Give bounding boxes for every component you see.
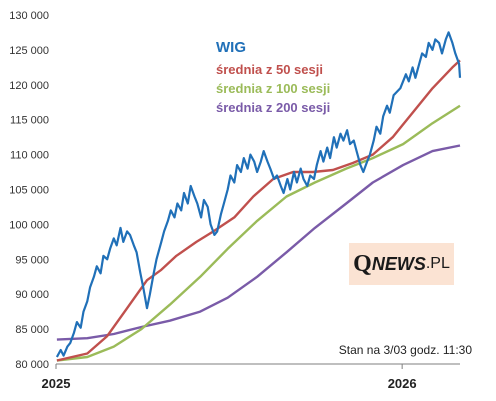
y-tick-label: 90 000 <box>15 289 49 301</box>
timestamp-annotation: Stan na 3/03 godz. 11:30 <box>339 343 473 357</box>
x-tick-label: 2026 <box>388 376 417 391</box>
y-tick-label: 105 000 <box>9 185 49 197</box>
y-tick-label: 85 000 <box>15 324 49 336</box>
legend-entry: WIG <box>216 39 246 56</box>
logo-q: Q <box>353 250 372 277</box>
y-tick-label: 110 000 <box>10 150 49 162</box>
series-line-ma-1 <box>56 59 461 362</box>
logo-news: NEWS <box>371 253 426 274</box>
series-lines <box>55 31 462 362</box>
y-tick-label: 115 000 <box>10 115 49 127</box>
y-tick-label: 125 000 <box>9 45 49 57</box>
y-tick-label: 120 000 <box>9 80 49 92</box>
legend-entry: średnia z 50 sesji <box>216 62 323 77</box>
y-tick-label: 95 000 <box>15 254 49 266</box>
legend: WIG średnia z 50 sesji średnia z 100 sesji… <box>216 39 330 115</box>
series-line-wig <box>55 31 462 358</box>
y-tick-label: 130 000 <box>9 10 49 22</box>
y-tick-label: 80 000 <box>15 359 49 371</box>
series-line-ma-3 <box>56 144 461 341</box>
x-axis-ticks: 2025 2026 <box>42 364 417 391</box>
legend-entry: średnia z 200 sesji <box>216 100 330 115</box>
series-line-ma-2 <box>56 104 461 362</box>
y-axis-ticks: 80 000 85 000 90 000 95 000 100 000 105 000 11… <box>9 10 49 371</box>
qnews-logo: Q NEWS .PL <box>349 243 454 285</box>
y-tick-label: 100 000 <box>9 219 49 231</box>
logo-pl: .PL <box>425 255 450 272</box>
legend-entry: średnia z 100 sesji <box>216 81 330 96</box>
x-tick-label: 2025 <box>42 376 71 391</box>
